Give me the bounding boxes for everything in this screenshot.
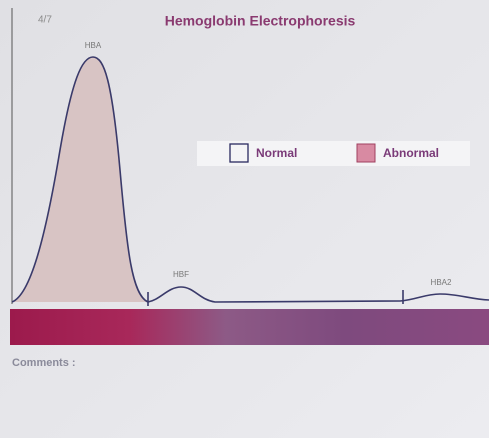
title: Hemoglobin Electrophoresis <box>165 13 356 29</box>
gel-band <box>10 309 489 345</box>
peak-label: HBA <box>85 41 102 50</box>
screen: 4/7 Hemoglobin Electrophoresis HBA HBF H… <box>0 0 489 438</box>
legend-swatch <box>357 144 375 162</box>
legend-label: Normal <box>256 146 297 160</box>
comments-label: Comments : <box>12 357 76 369</box>
legend-label: Abnormal <box>383 146 439 160</box>
peak-label: HBF <box>173 270 189 279</box>
page-number: 4/7 <box>38 15 52 26</box>
legend-swatch <box>230 144 248 162</box>
peak-label: HBA2 <box>431 278 452 287</box>
